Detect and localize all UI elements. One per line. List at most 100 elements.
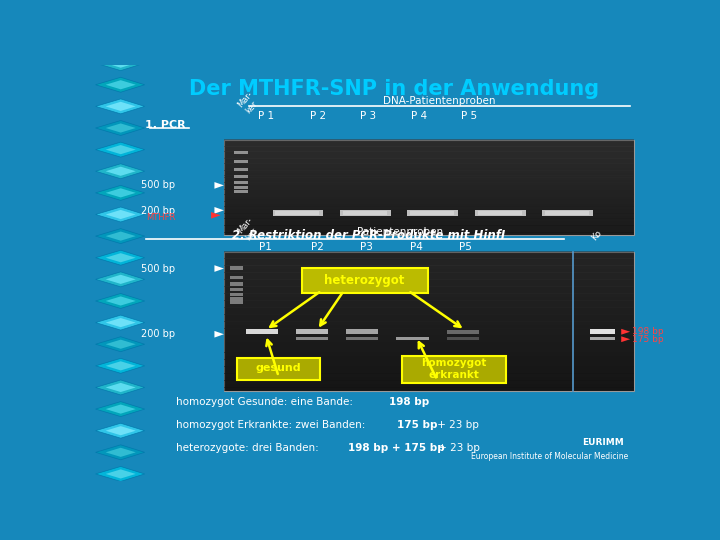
Bar	[224, 252, 634, 255]
Bar	[224, 218, 634, 221]
Bar	[224, 272, 634, 276]
Text: 200 bp: 200 bp	[141, 329, 176, 339]
Text: 500 bp: 500 bp	[141, 264, 176, 274]
Polygon shape	[106, 15, 136, 24]
Text: EURIMM: EURIMM	[582, 438, 624, 447]
Bar	[545, 211, 589, 215]
Bar	[275, 211, 319, 215]
Bar	[230, 301, 243, 304]
Bar	[475, 210, 526, 216]
Polygon shape	[106, 275, 136, 284]
Polygon shape	[215, 265, 224, 272]
Text: 198 bp: 198 bp	[389, 397, 429, 407]
Bar	[224, 173, 634, 176]
Bar	[234, 181, 248, 184]
Text: Der MTHFR-SNP in der Anwendung: Der MTHFR-SNP in der Anwendung	[189, 79, 599, 99]
Text: P 2: P 2	[310, 111, 325, 120]
Bar	[234, 160, 248, 163]
Bar	[234, 186, 248, 189]
Polygon shape	[106, 426, 136, 435]
Text: P 1: P 1	[258, 111, 274, 120]
Bar	[446, 337, 479, 340]
Bar	[224, 208, 634, 211]
Bar	[224, 314, 634, 318]
Polygon shape	[106, 58, 136, 68]
Bar	[224, 318, 634, 321]
Bar	[230, 282, 243, 286]
Bar	[224, 353, 634, 356]
Bar	[224, 223, 634, 226]
Bar	[224, 190, 634, 192]
Polygon shape	[96, 359, 145, 373]
Polygon shape	[106, 383, 136, 392]
Bar	[224, 269, 634, 273]
Bar	[224, 168, 634, 171]
Bar	[234, 190, 248, 193]
Bar	[224, 149, 634, 152]
Text: MTHFR: MTHFR	[146, 213, 176, 222]
Bar	[224, 384, 634, 388]
Bar	[224, 387, 634, 391]
Text: 175 bp: 175 bp	[397, 420, 438, 430]
Bar	[224, 144, 634, 147]
Polygon shape	[96, 207, 145, 222]
Bar	[224, 140, 634, 235]
Polygon shape	[96, 12, 145, 28]
Bar	[224, 220, 634, 224]
Bar	[224, 297, 634, 301]
Bar	[224, 279, 634, 284]
Bar	[224, 266, 634, 269]
Polygon shape	[106, 469, 136, 478]
Text: P 4: P 4	[411, 111, 427, 120]
Polygon shape	[106, 340, 136, 349]
Bar	[224, 252, 634, 391]
Bar	[224, 163, 634, 166]
Polygon shape	[96, 56, 145, 71]
Bar	[590, 336, 615, 340]
Text: P 3: P 3	[360, 111, 376, 120]
Text: P1: P1	[259, 241, 272, 252]
Bar	[224, 192, 634, 194]
Polygon shape	[96, 467, 145, 482]
Polygon shape	[106, 145, 136, 154]
Bar	[230, 275, 243, 279]
Text: Patientenproben: Patientenproben	[356, 227, 443, 238]
Text: P 5: P 5	[462, 111, 477, 120]
Bar	[224, 156, 634, 159]
Bar	[224, 310, 634, 315]
Text: + 23 bp: + 23 bp	[435, 443, 480, 453]
Bar	[408, 210, 458, 216]
Polygon shape	[621, 336, 630, 342]
Bar	[224, 206, 634, 209]
Text: Mar-
ker: Mar- ker	[236, 215, 263, 242]
Text: 2. Restriktion der PCR-Produkte mit HinfI: 2. Restriktion der PCR-Produkte mit Hinf…	[233, 229, 505, 242]
Bar	[224, 166, 634, 168]
Text: DNA-Patientenproben: DNA-Patientenproben	[382, 97, 495, 106]
Bar	[234, 167, 248, 171]
Polygon shape	[96, 77, 145, 92]
FancyBboxPatch shape	[302, 268, 428, 294]
Text: homozygot Erkrankte: zwei Banden:: homozygot Erkrankte: zwei Banden:	[176, 420, 369, 430]
Polygon shape	[96, 250, 145, 265]
Polygon shape	[96, 185, 145, 200]
Polygon shape	[215, 331, 224, 338]
Bar	[230, 293, 243, 296]
Bar	[224, 151, 634, 154]
Polygon shape	[106, 210, 136, 219]
Bar	[224, 180, 634, 183]
Text: 1. PCR: 1. PCR	[145, 120, 186, 130]
Polygon shape	[96, 294, 145, 308]
Polygon shape	[96, 142, 145, 157]
Bar	[224, 363, 634, 367]
Bar	[396, 336, 428, 340]
FancyBboxPatch shape	[237, 358, 320, 380]
Bar	[446, 330, 479, 334]
Text: gesund: gesund	[256, 363, 302, 373]
Bar	[224, 349, 634, 353]
Bar	[224, 380, 634, 384]
Bar	[224, 377, 634, 381]
Bar	[224, 339, 634, 342]
Bar	[340, 210, 390, 216]
Bar	[224, 293, 634, 297]
Bar	[346, 336, 379, 340]
